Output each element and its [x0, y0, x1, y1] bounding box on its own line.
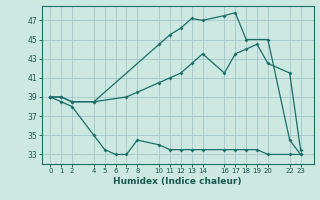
X-axis label: Humidex (Indice chaleur): Humidex (Indice chaleur) — [113, 177, 242, 186]
